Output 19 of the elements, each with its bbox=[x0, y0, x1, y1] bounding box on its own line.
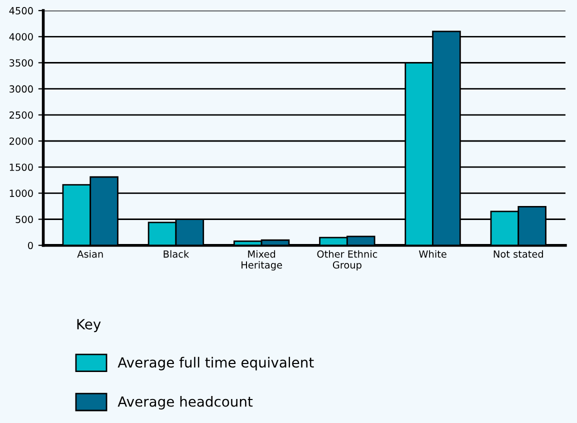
y-tick-label: 3000 bbox=[10, 85, 33, 93]
y-tick-label: 2500 bbox=[10, 111, 33, 119]
y-tick-label: 4000 bbox=[9, 33, 33, 40]
y-tick-label: 500 bbox=[16, 216, 33, 224]
legend-title: Key bbox=[77, 319, 101, 332]
y-tick-label: 2000 bbox=[10, 137, 33, 145]
y-tick-label: 0 bbox=[28, 242, 33, 250]
y-tick-label: 1000 bbox=[10, 190, 33, 197]
x-tick-label: Black bbox=[164, 250, 190, 258]
x-tick-label: Other Ethnic Group bbox=[317, 250, 378, 270]
y-tick-label: 1500 bbox=[10, 164, 33, 171]
x-tick-label: White bbox=[418, 250, 446, 258]
y-tick-label: 4500 bbox=[9, 7, 33, 14]
x-tick-label: Mixed Heritage bbox=[242, 250, 282, 270]
legend-label: Average headcount bbox=[118, 396, 253, 410]
y-tick-label: 3500 bbox=[10, 59, 33, 67]
x-tick-label: Not stated bbox=[494, 250, 543, 258]
x-tick-label: Asian bbox=[77, 250, 103, 258]
legend-label: Average full time equivalent bbox=[118, 356, 314, 370]
